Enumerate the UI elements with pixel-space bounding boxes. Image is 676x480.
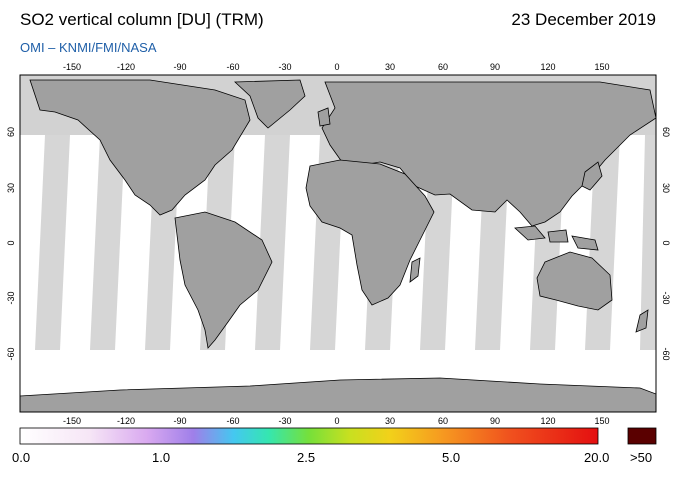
colorbar-label-1: 1.0 <box>152 450 171 465</box>
lon-tick-bottom-5: 0 <box>334 416 339 426</box>
lon-tick-bottom-9: 120 <box>540 416 555 426</box>
lon-tick-bottom-6: 30 <box>385 416 395 426</box>
lon-tick-top-3: -60 <box>226 62 239 72</box>
lon-tick-top-2: -90 <box>173 62 186 72</box>
map-date: 23 December 2019 <box>511 10 656 29</box>
continents <box>20 79 656 412</box>
colorbar-overflow <box>627 427 657 445</box>
colorbar-label-5: 5.0 <box>442 450 461 465</box>
lon-tick-top-5: 0 <box>334 62 339 72</box>
lat-tick-right-1: 30 <box>661 183 671 193</box>
colorbar <box>19 427 599 445</box>
map-title: SO2 vertical column [DU] (TRM) <box>20 10 264 29</box>
colorbar-label-min: 0.0 <box>12 450 31 465</box>
colorbar-label-2-5: 2.5 <box>297 450 316 465</box>
lat-tick-right-3: -30 <box>661 291 671 304</box>
lon-tick-bottom-1: -120 <box>117 416 135 426</box>
lon-tick-bottom-0: -150 <box>63 416 81 426</box>
lon-tick-bottom-10: 150 <box>594 416 609 426</box>
lat-tick-right-2: 0 <box>661 240 671 245</box>
lat-tick-right-4: -60 <box>661 347 671 360</box>
lat-tick-left-2: 0 <box>6 240 16 245</box>
lat-tick-right-0: 60 <box>661 127 671 137</box>
lon-tick-bottom-2: -90 <box>173 416 186 426</box>
lon-tick-top-6: 30 <box>385 62 395 72</box>
lon-tick-top-9: 120 <box>540 62 555 72</box>
lat-tick-left-0: 60 <box>6 127 16 137</box>
lat-tick-left-1: 30 <box>6 183 16 193</box>
lat-tick-left-4: -60 <box>6 347 16 360</box>
lon-tick-top-10: 150 <box>594 62 609 72</box>
so2-map: -150 -150 -120 -120 -90 -90 -60 -60 -30 -30 0 0 30 30… <box>6 62 671 445</box>
lon-tick-top-8: 90 <box>490 62 500 72</box>
colorbar-label-overflow: >50 <box>630 450 653 465</box>
lon-tick-bottom-4: -30 <box>278 416 291 426</box>
data-source: OMI – KNMI/FMI/NASA <box>20 40 157 55</box>
colorbar-label-20: 20.0 <box>584 450 610 465</box>
lon-tick-bottom-8: 90 <box>490 416 500 426</box>
lon-tick-top-0: -150 <box>63 62 81 72</box>
lon-tick-top-1: -120 <box>117 62 135 72</box>
lon-tick-top-4: -30 <box>278 62 291 72</box>
lon-tick-bottom-3: -60 <box>226 416 239 426</box>
lon-tick-bottom-7: 60 <box>438 416 448 426</box>
lat-tick-left-3: -30 <box>6 291 16 304</box>
lon-tick-top-7: 60 <box>438 62 448 72</box>
